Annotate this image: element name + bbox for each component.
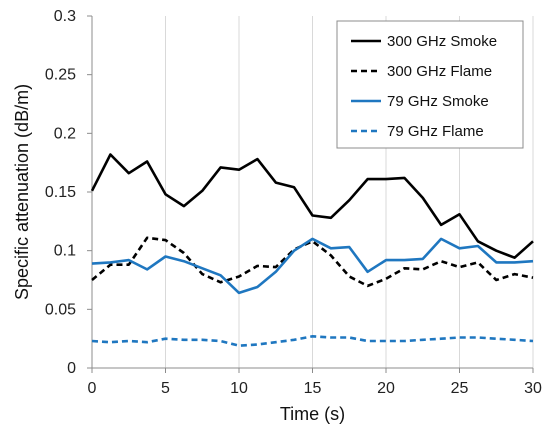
x-tick-label: 15 <box>304 380 322 397</box>
x-tick-label: 5 <box>161 380 170 397</box>
tick-labels: 0 0.05 0.1 0.15 0.2 0.25 0.3 0 5 10 15 20 25 30 <box>45 8 542 397</box>
y-tick-label: 0.2 <box>54 125 76 142</box>
y-tick-label: 0.25 <box>45 67 76 84</box>
legend: 300 GHz Smoke 300 GHz Flame 79 GHz Smoke 79… <box>336 20 524 149</box>
y-axis-title: Specific attenuation (dB/m) <box>12 84 32 300</box>
legend-label-79-ghz-flame: 79 GHz Flame <box>387 123 484 140</box>
series-line-79-ghz-flame <box>91 334 534 348</box>
y-tick-label: 0 <box>67 360 76 377</box>
x-tick-label: 25 <box>451 380 469 397</box>
series-line-300-ghz-smoke <box>90 153 534 260</box>
x-axis-title: Time (s) <box>280 404 345 424</box>
x-tick-label: 20 <box>377 380 395 397</box>
legend-label-300-ghz-flame: 300 GHz Flame <box>387 63 492 80</box>
y-tick-label: 0.1 <box>54 243 76 260</box>
series-lines <box>90 153 534 348</box>
series-line-300-ghz-flame <box>91 236 534 288</box>
x-tick-label: 30 <box>524 380 542 397</box>
series-line-79-ghz-smoke <box>91 237 534 295</box>
x-tick-label: 10 <box>230 380 248 397</box>
y-tick-label: 0.3 <box>54 8 76 25</box>
y-tick-label: 0.05 <box>45 301 76 318</box>
legend-label-300-ghz-smoke: 300 GHz Smoke <box>387 33 497 50</box>
legend-label-79-ghz-smoke: 79 GHz Smoke <box>387 93 489 110</box>
x-tick-label: 0 <box>88 380 97 397</box>
y-tick-label: 0.15 <box>45 184 76 201</box>
